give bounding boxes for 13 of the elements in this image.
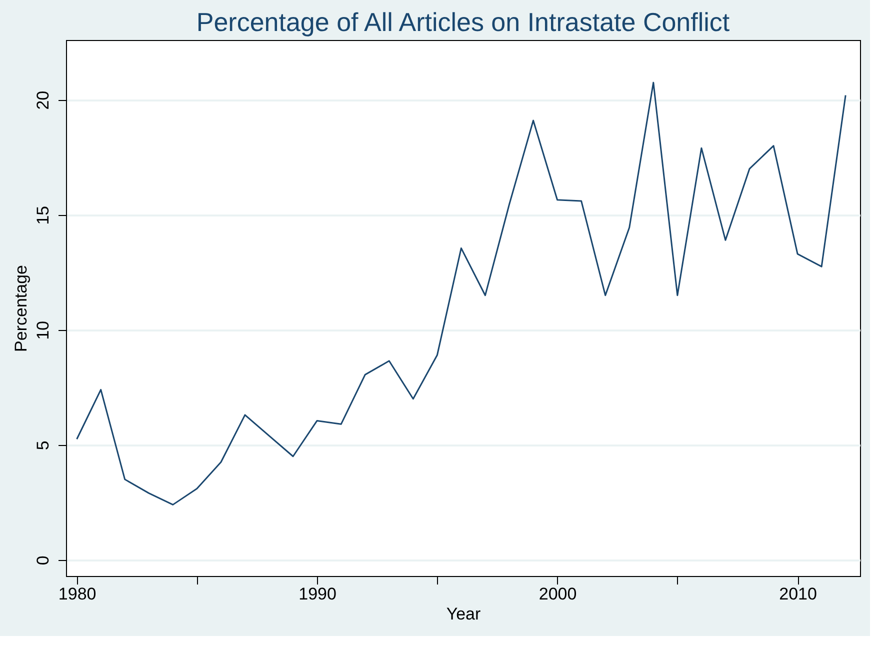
- y-tick-label: 15: [34, 206, 52, 225]
- x-tick-label: 2010: [779, 584, 817, 604]
- y-tick-label: 0: [34, 556, 52, 566]
- x-tick-label: 1980: [58, 584, 96, 604]
- x-axis-title: Year: [446, 604, 482, 624]
- x-tick-label: 1990: [298, 584, 336, 604]
- chart-title: Percentage of All Articles on Intrastate Conflict: [196, 7, 730, 37]
- y-tick-label: 20: [34, 90, 52, 110]
- y-tick-label: 10: [34, 320, 52, 340]
- line-series: [76, 82, 846, 506]
- y-axis-title: Percentage: [12, 265, 30, 352]
- x-tick-label: 2000: [538, 584, 577, 604]
- y-tick-label: 5: [34, 440, 52, 450]
